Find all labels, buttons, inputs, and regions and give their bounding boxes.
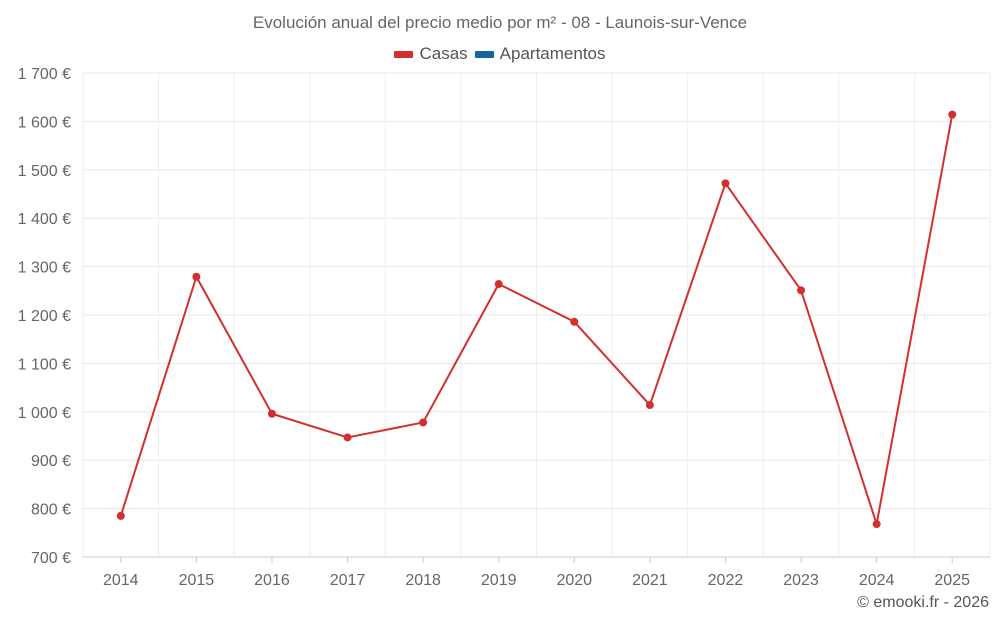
- x-tick-label: 2015: [179, 572, 215, 589]
- data-point: [645, 401, 654, 410]
- y-tick-label: 1 200 €: [18, 308, 71, 325]
- legend-item-apartamentos[interactable]: Apartamentos: [474, 44, 606, 64]
- y-tick-label: 700 €: [31, 550, 71, 567]
- x-tick-label: 2019: [481, 572, 517, 589]
- legend-label-casas: Casas: [419, 44, 468, 63]
- y-tick-label: 1 000 €: [18, 405, 71, 422]
- x-tick-label: 2021: [632, 572, 668, 589]
- chart-title: Evolución anual del precio medio por m² …: [252, 13, 748, 32]
- y-tick-label: 800 €: [31, 502, 71, 519]
- y-tick-label: 900 €: [31, 453, 71, 470]
- y-tick-label: 1 700 €: [18, 66, 71, 83]
- data-point: [872, 520, 881, 529]
- x-tick-label: 2022: [708, 572, 744, 589]
- x-tick-label: 2023: [783, 572, 819, 589]
- x-tick-label: 2016: [254, 572, 290, 589]
- y-tick-label: 1 600 €: [18, 114, 71, 131]
- data-point: [192, 272, 201, 281]
- x-tick-label: 2024: [859, 572, 895, 589]
- x-tick-label: 2020: [556, 572, 592, 589]
- data-point: [797, 286, 806, 295]
- chart-legend: Casas Apartamentos: [0, 44, 1000, 64]
- data-point: [721, 179, 730, 188]
- x-tick-label: 2025: [934, 572, 970, 589]
- credit-text: © emooki.fr - 2026: [857, 594, 989, 611]
- legend-swatch-apartamentos: [474, 50, 494, 58]
- data-point: [267, 409, 276, 418]
- y-tick-label: 1 300 €: [18, 260, 71, 277]
- data-point: [116, 511, 125, 520]
- data-point: [570, 317, 579, 326]
- legend-swatch-casas: [394, 50, 414, 58]
- data-point: [419, 418, 428, 427]
- x-tick-label: 2017: [330, 572, 366, 589]
- y-tick-label: 1 500 €: [18, 163, 71, 180]
- data-point: [948, 110, 957, 119]
- legend-label-apartamentos: Apartamentos: [499, 44, 606, 63]
- legend-item-casas[interactable]: Casas: [394, 44, 468, 64]
- x-tick-label: 2014: [103, 572, 139, 589]
- y-tick-label: 1 400 €: [18, 211, 71, 228]
- y-tick-label: 1 100 €: [18, 356, 71, 373]
- data-point: [494, 280, 503, 289]
- data-point: [343, 433, 352, 442]
- series-line-casas: [119, 114, 954, 526]
- x-tick-label: 2018: [405, 572, 441, 589]
